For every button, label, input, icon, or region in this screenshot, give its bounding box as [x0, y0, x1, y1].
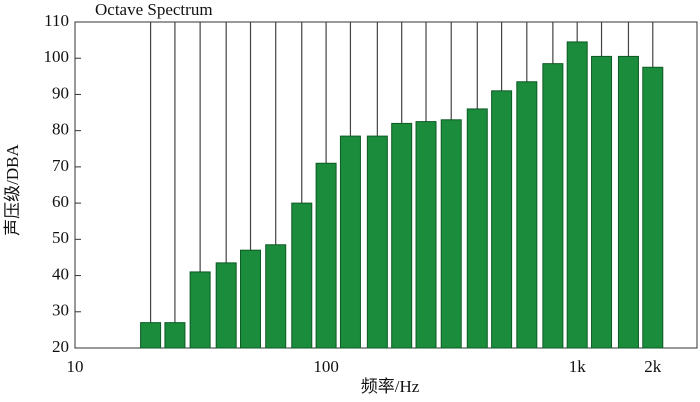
bar	[315, 162, 337, 349]
bar	[566, 41, 588, 349]
y-tick-label: 110	[44, 11, 69, 30]
y-tick-label: 100	[44, 47, 70, 66]
bar	[339, 135, 361, 349]
chart-title: Octave Spectrum	[95, 0, 213, 19]
x-tick-label: 100	[313, 357, 339, 376]
y-tick-label: 40	[52, 264, 69, 283]
bar	[516, 81, 538, 349]
x-tick-label: 2k	[644, 357, 662, 376]
y-tick-label: 20	[52, 337, 69, 356]
x-tick-label: 10	[67, 357, 84, 376]
bar	[391, 122, 413, 349]
bar	[542, 63, 564, 349]
bar	[366, 135, 388, 349]
y-tick-label: 60	[52, 192, 69, 211]
bar	[491, 90, 513, 349]
bar	[164, 322, 186, 349]
bar	[642, 66, 664, 349]
y-tick-label: 80	[52, 120, 69, 139]
x-tick-label: 1k	[569, 357, 587, 376]
bar	[189, 271, 211, 349]
bar	[291, 202, 313, 349]
bar	[215, 262, 237, 349]
y-tick-label: 50	[52, 228, 69, 247]
x-axis-label: 频率/Hz	[361, 377, 420, 396]
y-tick-label: 90	[52, 83, 69, 102]
bar	[265, 244, 287, 349]
bar	[415, 121, 437, 349]
y-tick-label: 70	[52, 156, 69, 175]
bar	[140, 322, 162, 349]
bar	[591, 55, 613, 349]
bar	[440, 119, 462, 349]
y-axis-label: 声压级/DBA	[3, 143, 22, 235]
bar	[240, 249, 262, 349]
bar	[466, 108, 488, 349]
bar	[617, 55, 639, 349]
y-tick-label: 30	[52, 301, 69, 320]
